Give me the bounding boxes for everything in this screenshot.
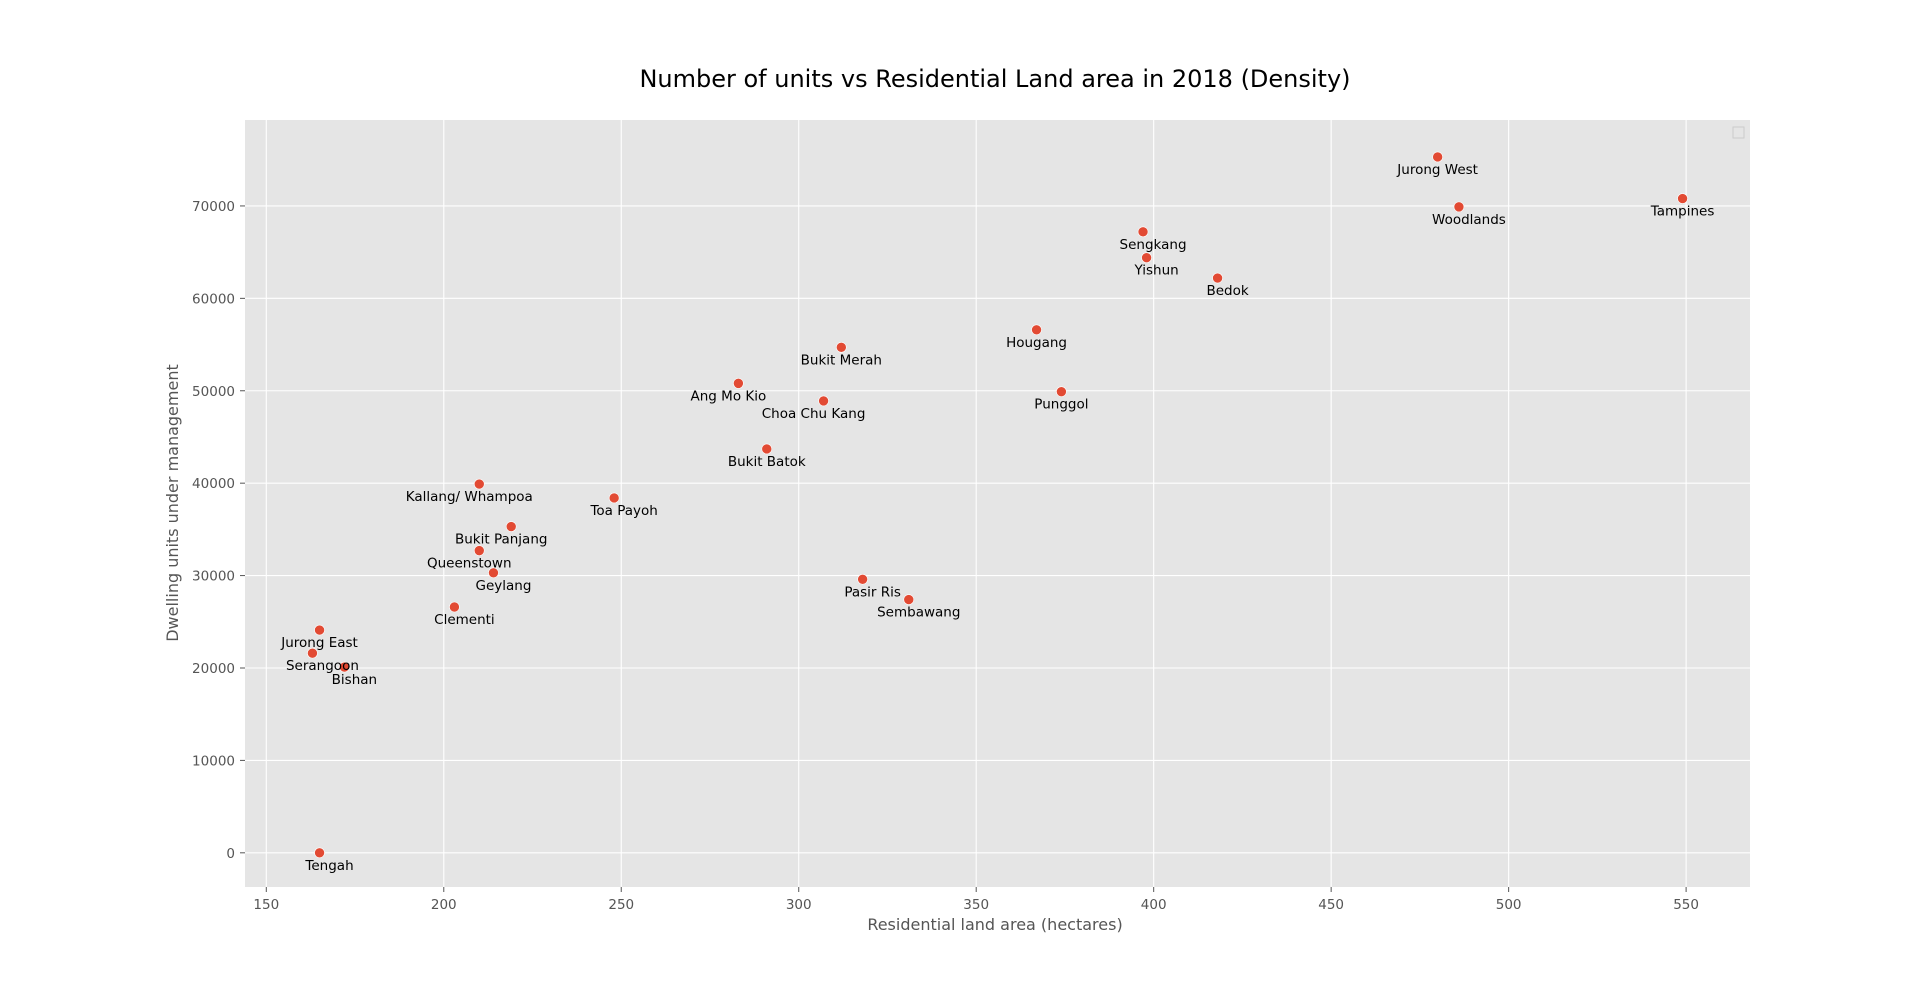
data-point — [307, 647, 318, 659]
x-tick-label: 500 — [1496, 897, 1522, 913]
data-point — [1453, 201, 1465, 213]
data-point — [1141, 252, 1152, 263]
data-point — [314, 847, 325, 859]
x-tick-label: 300 — [786, 897, 812, 913]
point-label: Clementi — [434, 612, 495, 628]
x-tick-label: 200 — [431, 897, 457, 913]
point-label: Bukit Batok — [728, 454, 806, 470]
data-point — [818, 395, 829, 407]
data-point — [608, 492, 620, 504]
x-tick-label: 350 — [963, 897, 989, 913]
x-tick-label: 400 — [1141, 897, 1167, 913]
point-label: Ang Mo Kio — [691, 388, 767, 404]
plot-area: Jurong West Woodlands Tampines Sengkang Yish… — [245, 120, 1750, 887]
y-tick-label: 0 — [226, 846, 235, 862]
point-label: Choa Chu Kang — [762, 406, 866, 422]
point-label: Pasir Ris — [844, 584, 901, 600]
data-point — [314, 624, 325, 636]
point-label: Yishun — [1133, 263, 1178, 279]
point-label: Bukit Merah — [801, 352, 882, 368]
point-label: Jurong East — [280, 635, 358, 651]
data-point — [488, 567, 499, 579]
plot-background — [245, 120, 1750, 887]
chart-title: Number of units vs Residential Land area… — [639, 65, 1350, 93]
point-label: Tampines — [1650, 204, 1715, 220]
data-point — [473, 545, 485, 556]
data-point — [449, 601, 460, 613]
data-point — [1432, 151, 1443, 163]
data-point — [505, 521, 517, 532]
data-point — [1056, 386, 1067, 397]
point-labels: Jurong West Woodlands Tampines Sengkang Yish… — [280, 162, 1714, 874]
y-tick-label: 20000 — [192, 661, 235, 677]
x-tick-label: 450 — [1318, 897, 1344, 913]
y-axis-ticks: 0 10000 20000 30000 40000 50000 60000 70000 — [192, 199, 245, 862]
data-point — [903, 594, 915, 605]
data-point — [761, 443, 773, 455]
y-tick-label: 10000 — [192, 753, 235, 769]
point-label: Serangoon — [286, 658, 359, 674]
x-tick-label: 150 — [253, 897, 279, 913]
point-label: Woodlands — [1432, 212, 1506, 228]
point-label: Jurong West — [1396, 162, 1478, 178]
point-label: Sembawang — [877, 605, 960, 621]
y-tick-label: 30000 — [192, 569, 235, 585]
y-tick-label: 40000 — [192, 476, 235, 492]
data-point — [1137, 226, 1149, 238]
point-label: Queenstown — [427, 556, 512, 572]
y-tick-label: 70000 — [192, 199, 235, 215]
data-point — [733, 378, 744, 389]
y-tick-label: 50000 — [192, 384, 235, 400]
x-axis-ticks: 150 200 250 300 350 400 450 500 550 — [253, 887, 1699, 913]
point-label: Punggol — [1034, 397, 1088, 413]
legend-box — [1732, 126, 1745, 139]
point-label: Sengkang — [1120, 237, 1187, 253]
grid-lines — [245, 120, 1750, 887]
y-axis-label: Dwelling units under management — [163, 364, 182, 642]
y-tick-label: 60000 — [192, 291, 235, 307]
point-label: Bedok — [1206, 283, 1248, 299]
data-point — [836, 342, 847, 353]
data-points — [307, 151, 1688, 859]
data-point — [1212, 272, 1223, 284]
point-label: Geylang — [476, 578, 532, 594]
point-label: Toa Payoh — [589, 503, 657, 519]
x-tick-label: 550 — [1673, 897, 1699, 913]
point-label: Tengah — [304, 858, 353, 874]
data-point — [339, 661, 350, 673]
data-point — [1031, 324, 1042, 336]
x-axis-label: Residential land area (hectares) — [867, 915, 1122, 934]
data-point — [857, 573, 868, 585]
point-label: Bishan — [332, 672, 377, 688]
point-label: Kallang/ Whampoa — [406, 489, 533, 505]
data-point — [1677, 193, 1688, 204]
point-label: Bukit Panjang — [455, 532, 547, 548]
point-label: Hougang — [1006, 335, 1067, 351]
data-point — [473, 478, 485, 490]
x-tick-label: 250 — [608, 897, 634, 913]
